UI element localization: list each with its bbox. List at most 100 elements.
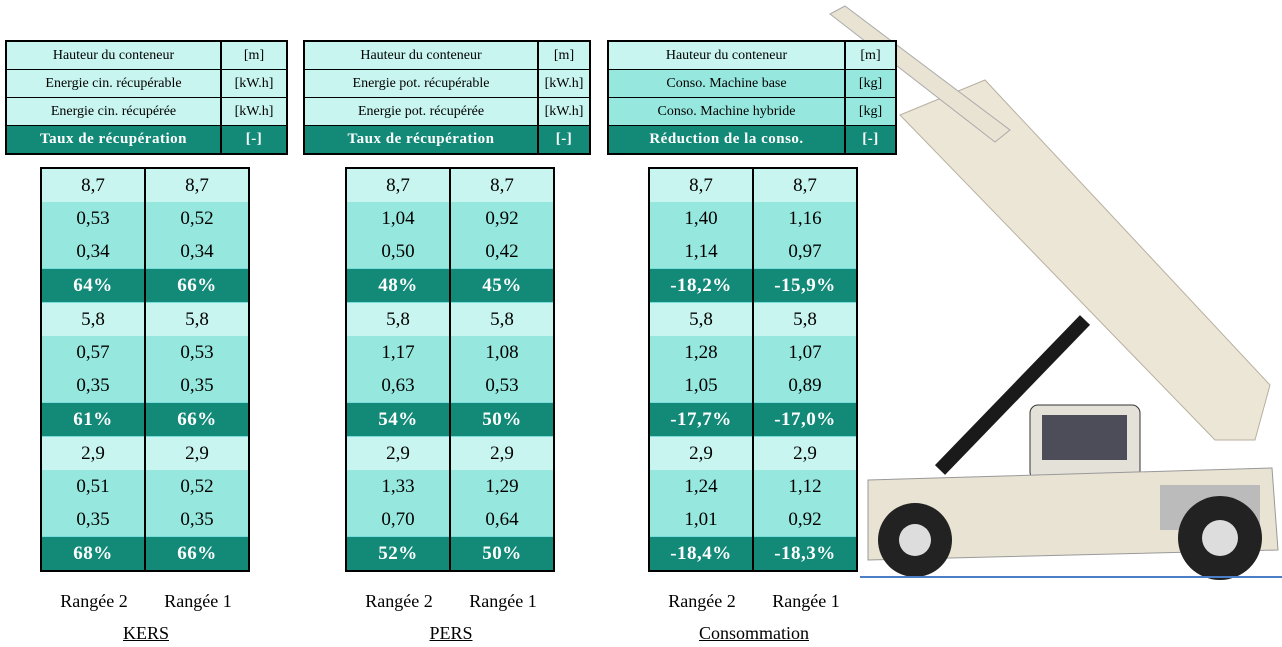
legend-unit: [m] — [537, 40, 591, 70]
data-cell: 45% — [449, 268, 554, 303]
data-row: 8,7 8,7 — [346, 167, 554, 202]
data-cell: -15,9% — [752, 268, 857, 303]
data-cell: 66% — [144, 268, 249, 303]
legend-label: Taux de récupération — [5, 125, 222, 155]
data-row: 5,8 5,8 — [346, 302, 554, 336]
legend-table: Hauteur du conteneur [m] Energie cin. récu… — [5, 40, 288, 155]
data-cell: 1,24 — [649, 470, 753, 503]
data-row: 1,05 0,89 — [649, 369, 857, 403]
legend-table: Hauteur du conteneur [m] Conso. Machine ba… — [607, 40, 897, 155]
data-cell: 54% — [346, 402, 450, 437]
data-cell: 0,53 — [144, 336, 249, 369]
column-label: Rangée 1 — [469, 591, 537, 611]
legend-unit: [kg] — [844, 69, 897, 98]
legend-row: Réduction de la conso. [-] — [607, 125, 897, 155]
data-row: 54% 50% — [346, 402, 554, 437]
crane-hub — [899, 524, 931, 556]
data-cell: 0,64 — [449, 503, 554, 537]
legend-row: Hauteur du conteneur [m] — [303, 40, 591, 70]
data-row: 1,01 0,92 — [649, 503, 857, 537]
data-cell: 0,42 — [449, 235, 554, 269]
data-cell: -17,7% — [649, 402, 753, 437]
data-row: 1,14 0,97 — [649, 235, 857, 269]
crane-boom — [899, 79, 1271, 441]
data-cell: 1,12 — [752, 470, 857, 503]
legend-unit: [kW.h] — [537, 97, 591, 126]
legend-unit: [-] — [220, 125, 288, 155]
data-cell: 66% — [144, 536, 249, 571]
legend-table: Hauteur du conteneur [m] Energie pot. récu… — [303, 40, 591, 155]
data-cell: -18,3% — [752, 536, 857, 571]
data-cell: -17,0% — [752, 402, 857, 437]
table-caption: KERS — [122, 623, 169, 643]
data-cell: 1,08 — [449, 336, 554, 369]
legend-label: Hauteur du conteneur — [607, 40, 846, 70]
data-cell: 0,35 — [144, 369, 249, 403]
data-row: 0,34 0,34 — [41, 235, 249, 269]
data-cell: 68% — [41, 536, 145, 571]
data-cell: -18,2% — [649, 268, 753, 303]
data-cell: 8,7 — [144, 167, 249, 202]
data-cell: 0,52 — [144, 470, 249, 503]
data-row: 48% 45% — [346, 268, 554, 303]
data-row: 61% 66% — [41, 402, 249, 437]
data-cell: 0,63 — [346, 369, 450, 403]
data-cell: 5,8 — [449, 302, 554, 336]
data-cell: 8,7 — [449, 167, 554, 202]
legend-unit: [kW.h] — [220, 69, 288, 98]
data-cell: 0,70 — [346, 503, 450, 537]
legend-row: Conso. Machine base [kg] — [607, 69, 897, 98]
legend-label: Energie cin. récupérable — [5, 69, 222, 98]
data-cell: 0,35 — [144, 503, 249, 537]
data-row: 0,50 0,42 — [346, 235, 554, 269]
data-cell: 2,9 — [346, 436, 450, 470]
data-row: 1,33 1,29 — [346, 470, 554, 503]
data-row: 8,7 8,7 — [649, 167, 857, 202]
data-cell: 48% — [346, 268, 450, 303]
data-cell: 1,05 — [649, 369, 753, 403]
data-cell: 64% — [41, 268, 145, 303]
data-row: 2,9 2,9 — [649, 436, 857, 470]
data-row: 0,35 0,35 — [41, 369, 249, 403]
column-label: Rangée 1 — [164, 591, 232, 611]
data-cell: 0,89 — [752, 369, 857, 403]
data-row: 0,57 0,53 — [41, 336, 249, 369]
data-cell: 0,53 — [449, 369, 554, 403]
data-cell: 5,8 — [41, 302, 145, 336]
data-row: 1,24 1,12 — [649, 470, 857, 503]
column-label: Rangée 2 — [60, 591, 128, 611]
legend-label: Hauteur du conteneur — [303, 40, 539, 70]
data-row: 5,8 5,8 — [41, 302, 249, 336]
data-cell: 0,35 — [41, 369, 145, 403]
data-cell: 1,04 — [346, 202, 450, 235]
data-table: 8,7 8,7 1,04 0,92 0,50 0,42 48% 45% 5,8 5,8 1,17 1,… — [345, 167, 555, 572]
data-cell: 1,28 — [649, 336, 753, 369]
legend-row: Taux de récupération [-] — [303, 125, 591, 155]
data-row: 5,8 5,8 — [649, 302, 857, 336]
data-cell: 0,34 — [41, 235, 145, 269]
column-label: Rangée 2 — [365, 591, 433, 611]
data-row: -18,4% -18,3% — [649, 536, 857, 571]
data-cell: 5,8 — [346, 302, 450, 336]
data-row: 1,04 0,92 — [346, 202, 554, 235]
data-row: 1,17 1,08 — [346, 336, 554, 369]
crane-cylinder — [934, 315, 1091, 475]
data-cell: 8,7 — [346, 167, 450, 202]
data-row: 2,9 2,9 — [346, 436, 554, 470]
data-cell: 0,92 — [449, 202, 554, 235]
data-row: 68% 66% — [41, 536, 249, 571]
crane-window — [1042, 415, 1127, 460]
data-cell: 50% — [449, 536, 554, 571]
legend-unit: [-] — [844, 125, 897, 155]
data-cell: 1,14 — [649, 235, 753, 269]
legend-row: Hauteur du conteneur [m] — [5, 40, 288, 70]
legend-unit: [kW.h] — [220, 97, 288, 126]
data-row: -17,7% -17,0% — [649, 402, 857, 437]
data-cell: 5,8 — [144, 302, 249, 336]
data-cell: 0,35 — [41, 503, 145, 537]
data-row: 0,51 0,52 — [41, 470, 249, 503]
column-label: Rangée 1 — [772, 591, 840, 611]
crane-hub — [1202, 520, 1238, 556]
data-cell: 1,33 — [346, 470, 450, 503]
